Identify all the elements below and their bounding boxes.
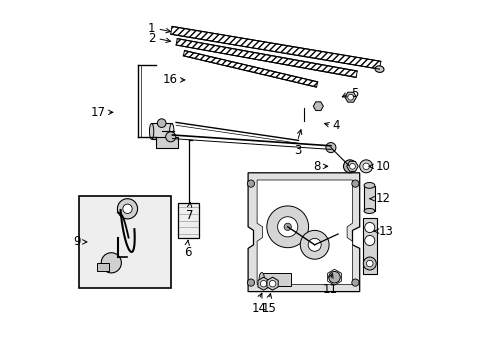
- Circle shape: [247, 180, 254, 187]
- Circle shape: [347, 94, 353, 100]
- Text: 4: 4: [332, 119, 340, 132]
- Bar: [178, 203, 199, 238]
- Text: 10: 10: [374, 160, 389, 173]
- Text: 11: 11: [322, 283, 337, 296]
- Polygon shape: [258, 277, 268, 290]
- Bar: [261, 273, 290, 286]
- Circle shape: [359, 160, 372, 173]
- Circle shape: [165, 132, 175, 142]
- Text: 5: 5: [350, 87, 357, 100]
- Polygon shape: [346, 161, 358, 171]
- Text: 9: 9: [73, 235, 81, 248]
- Circle shape: [366, 260, 372, 267]
- Text: 13: 13: [378, 225, 393, 238]
- Text: 17: 17: [90, 106, 105, 119]
- Polygon shape: [362, 218, 376, 274]
- Polygon shape: [247, 173, 359, 292]
- Circle shape: [101, 253, 121, 273]
- Circle shape: [343, 160, 356, 173]
- Text: 14: 14: [251, 302, 266, 315]
- Bar: [151, 123, 171, 139]
- Circle shape: [122, 204, 132, 213]
- Text: 6: 6: [183, 246, 191, 259]
- Circle shape: [284, 223, 291, 230]
- Text: 8: 8: [312, 160, 320, 173]
- Polygon shape: [344, 92, 356, 102]
- Ellipse shape: [259, 273, 264, 286]
- Circle shape: [325, 143, 335, 153]
- Text: 12: 12: [374, 192, 389, 205]
- Circle shape: [362, 163, 368, 170]
- Circle shape: [300, 230, 328, 259]
- Polygon shape: [257, 180, 352, 284]
- Circle shape: [269, 280, 275, 287]
- Ellipse shape: [363, 183, 374, 188]
- Circle shape: [351, 180, 358, 187]
- Ellipse shape: [363, 208, 374, 213]
- Bar: [97, 263, 109, 271]
- Circle shape: [364, 222, 374, 233]
- Circle shape: [247, 279, 254, 286]
- Polygon shape: [313, 102, 323, 111]
- Circle shape: [364, 235, 374, 246]
- Text: 7: 7: [185, 209, 193, 222]
- Circle shape: [260, 280, 266, 287]
- Circle shape: [157, 119, 166, 127]
- Circle shape: [266, 206, 308, 248]
- Circle shape: [363, 257, 375, 270]
- Ellipse shape: [169, 123, 174, 139]
- Circle shape: [349, 163, 355, 169]
- Bar: [79, 196, 170, 288]
- Circle shape: [307, 238, 321, 251]
- Text: 3: 3: [293, 144, 301, 157]
- Circle shape: [328, 271, 340, 283]
- Text: 2: 2: [148, 32, 155, 45]
- Text: 1: 1: [148, 22, 155, 35]
- Ellipse shape: [374, 66, 383, 72]
- Polygon shape: [266, 277, 278, 290]
- Polygon shape: [176, 39, 357, 77]
- Text: 16: 16: [162, 73, 177, 86]
- Text: 15: 15: [261, 302, 276, 315]
- Bar: [363, 186, 374, 211]
- Circle shape: [117, 199, 137, 219]
- Polygon shape: [170, 26, 380, 69]
- Ellipse shape: [149, 123, 153, 139]
- Polygon shape: [183, 50, 317, 87]
- Circle shape: [277, 217, 297, 237]
- Bar: [156, 137, 178, 148]
- Circle shape: [351, 279, 358, 286]
